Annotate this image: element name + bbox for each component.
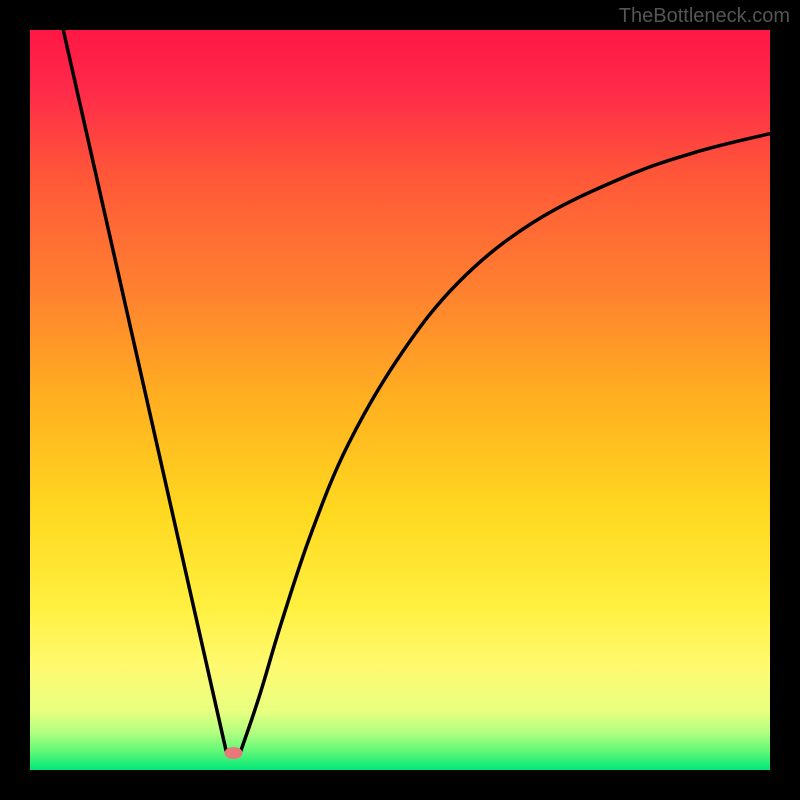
bottleneck-chart: TheBottleneck.com [0, 0, 800, 800]
gradient-plot-area [30, 30, 770, 770]
gradient-background [30, 30, 770, 770]
watermark-text: TheBottleneck.com [619, 5, 790, 28]
